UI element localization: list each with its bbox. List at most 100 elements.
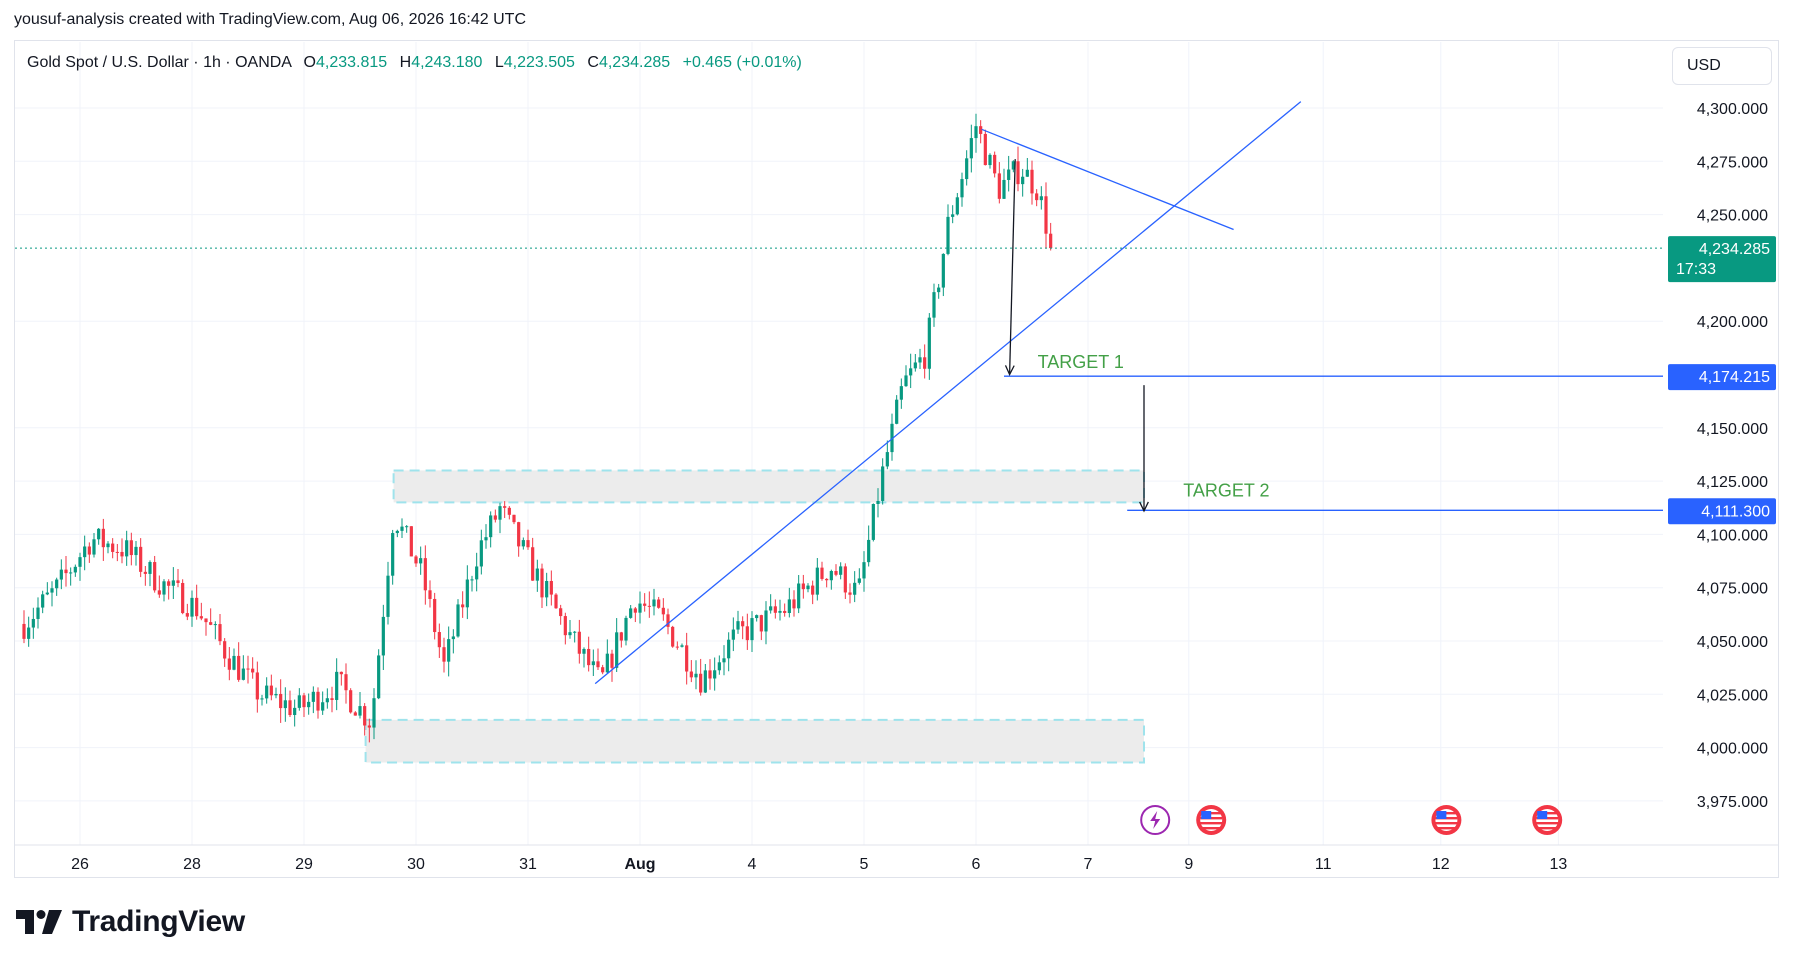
candle-body: [139, 546, 143, 572]
candle-body: [470, 579, 474, 581]
candle-body: [801, 583, 805, 590]
candle-body: [722, 658, 726, 663]
candle-body: [582, 648, 586, 654]
candle-body: [568, 632, 572, 636]
candle-body: [759, 615, 763, 632]
x-tick-label: 5: [860, 856, 869, 873]
candle-body: [353, 712, 357, 716]
open-label: O: [303, 54, 316, 71]
candle-body: [1039, 196, 1043, 201]
candle-body: [157, 590, 161, 595]
candle-body: [881, 466, 885, 501]
candle-body: [237, 655, 241, 680]
candle-body: [652, 599, 656, 607]
candle-body: [134, 546, 138, 556]
candle-body: [148, 562, 152, 574]
candle-body: [437, 632, 441, 648]
x-tick-label: 13: [1550, 856, 1568, 873]
y-tick-label: 4,100.000: [1697, 527, 1768, 544]
candle-body: [283, 700, 287, 709]
candle-body: [106, 543, 110, 548]
candle-body: [699, 673, 703, 693]
candle-body: [647, 605, 651, 607]
candle-body: [1044, 196, 1048, 234]
tradingview-logo[interactable]: TradingView: [16, 905, 245, 939]
close-label: C: [587, 54, 599, 71]
us-flag-canton: [1436, 811, 1447, 819]
candle-body: [736, 621, 740, 630]
target2-label: TARGET 2: [1183, 480, 1269, 500]
candle-body: [619, 632, 623, 641]
candle-body: [414, 556, 418, 564]
candle-body: [143, 571, 147, 574]
candle-body: [223, 641, 227, 659]
open-value: 4,233.815: [316, 54, 388, 71]
arrow-1-head: [1004, 365, 1015, 376]
candle-body: [41, 594, 45, 608]
candle-body: [965, 158, 969, 180]
candle-body: [1021, 176, 1025, 185]
candle-body: [974, 126, 978, 139]
candle-body: [465, 579, 469, 608]
candle-body: [797, 583, 801, 609]
candle-body: [293, 707, 297, 715]
candle-body: [59, 569, 63, 580]
event-markers: [1140, 805, 1563, 835]
candle-body: [605, 653, 609, 673]
candle-body: [526, 540, 530, 548]
candle-body: [890, 423, 894, 453]
candle-body: [358, 706, 362, 716]
candle-body: [195, 597, 199, 617]
candle-body: [321, 702, 325, 711]
candle-body: [45, 592, 49, 595]
candle-body: [36, 607, 40, 619]
candle-body: [22, 623, 26, 639]
candle-body: [713, 670, 717, 679]
candle-body: [120, 551, 124, 557]
candle-body: [825, 578, 829, 581]
candle-body: [615, 632, 619, 668]
lightning-bolt-icon: [1150, 811, 1161, 829]
candle-body: [73, 566, 77, 573]
arrow-2-head: [1139, 501, 1149, 513]
candle-body: [27, 627, 31, 639]
candle-body: [895, 399, 899, 424]
candle-body: [1049, 233, 1053, 249]
candle-body: [115, 551, 119, 553]
low-label: L: [494, 54, 504, 71]
candle-body: [456, 604, 460, 637]
candle-body: [769, 606, 773, 611]
candle-body: [694, 673, 698, 678]
candle-body: [344, 674, 348, 691]
candle-body: [885, 452, 889, 467]
us-flag-stripe: [1536, 827, 1559, 830]
candle-body: [559, 608, 563, 617]
candle-body: [876, 500, 880, 504]
candle-body: [218, 624, 222, 642]
high-value: 4,243.180: [411, 54, 483, 71]
candle-body: [834, 571, 838, 575]
y-tick-label: 4,075.000: [1697, 581, 1768, 598]
time-axis: 26 28 29 30 31 Aug 4 5 6 7 9 11 12 13: [15, 844, 1778, 873]
candle-body: [209, 622, 213, 625]
target1-label: TARGET 1: [1038, 352, 1124, 372]
candle-body: [475, 566, 479, 580]
candle-body: [171, 580, 175, 586]
candle-body: [601, 667, 605, 673]
x-tick-label: 12: [1432, 856, 1450, 873]
x-tick-label: Aug: [624, 856, 655, 873]
candle-body: [69, 572, 73, 574]
y-tick-label: 3,975.000: [1697, 794, 1768, 811]
x-tick-label: 31: [519, 856, 537, 873]
candle-body: [1035, 193, 1039, 201]
currency-button[interactable]: USD: [1672, 47, 1772, 85]
candle-body: [1025, 169, 1029, 177]
candle-body: [1007, 169, 1011, 180]
candle-body: [92, 539, 96, 555]
us-flag-stripe: [1200, 827, 1223, 830]
candle-body: [489, 515, 493, 538]
candle-body: [731, 629, 735, 640]
candle-body: [339, 671, 343, 675]
candle-body: [792, 599, 796, 609]
